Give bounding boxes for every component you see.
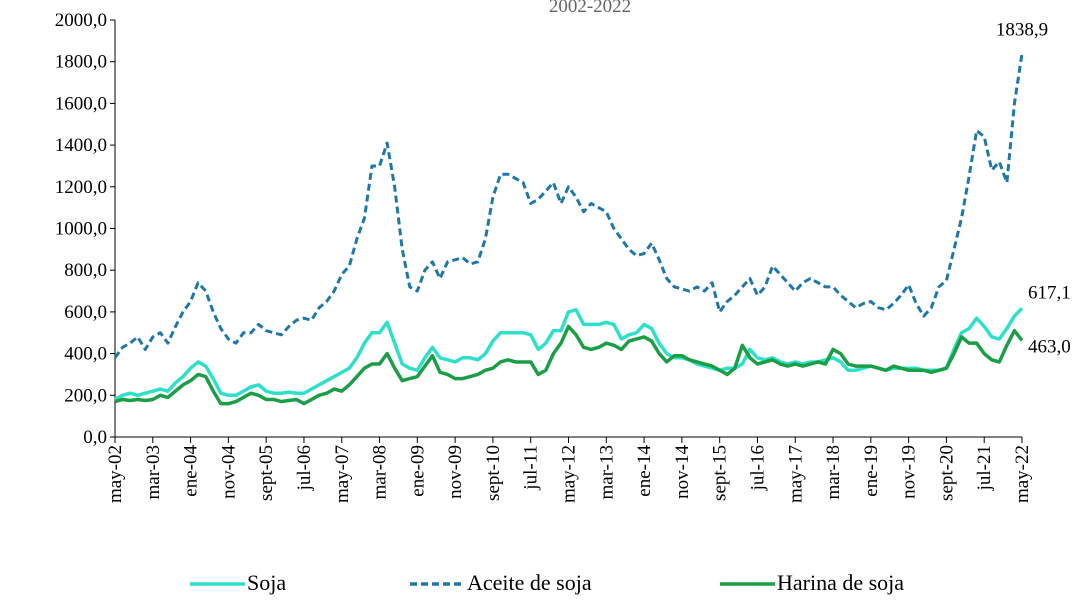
x-tick-label: may-17	[785, 445, 806, 503]
x-tick-label: mar-13	[596, 445, 617, 500]
x-tick-label: jul-11	[521, 445, 542, 491]
x-tick-label: ene-09	[407, 445, 428, 497]
x-tick-label: nov-14	[672, 445, 693, 499]
y-tick-label: 2000,0	[55, 10, 107, 31]
data-label: 1838,9	[996, 20, 1048, 41]
x-tick-label: nov-09	[445, 445, 466, 499]
series-line	[114, 324, 1024, 406]
y-tick-label: 1800,0	[55, 52, 107, 73]
y-tick-label: 600,0	[64, 302, 107, 323]
y-tick-label: 1400,0	[55, 135, 107, 156]
legend-label: Soja	[247, 570, 286, 595]
x-tick-label: jul-16	[747, 445, 768, 491]
series-line	[114, 307, 1024, 402]
x-tick-label: mar-18	[823, 445, 844, 500]
x-tick-label: ene-04	[181, 445, 202, 497]
series-line	[113, 53, 1024, 359]
x-tick-label: jul-21	[974, 445, 995, 491]
x-tick-label: sept-05	[256, 445, 277, 501]
x-tick-label: mar-08	[370, 445, 391, 500]
y-tick-label: 1000,0	[55, 219, 107, 240]
x-tick-label: ene-14	[634, 445, 655, 497]
x-tick-label: may-12	[559, 445, 580, 503]
data-label: 617,1	[1028, 282, 1071, 303]
legend-label: Aceite de soja	[467, 570, 592, 595]
legend-label: Harina de soja	[777, 570, 904, 595]
x-tick-label: sept-15	[710, 445, 731, 501]
x-tick-label: may-22	[1012, 445, 1033, 503]
data-label: 463,0	[1028, 336, 1071, 357]
y-tick-label: 1200,0	[55, 177, 107, 198]
y-tick-label: 1600,0	[55, 93, 107, 114]
x-tick-label: sept-20	[936, 445, 957, 501]
x-tick-label: may-07	[332, 445, 353, 503]
y-tick-label: 800,0	[64, 260, 107, 281]
y-tick-label: 200,0	[64, 385, 107, 406]
x-tick-label: ene-19	[861, 445, 882, 497]
x-tick-label: jul-06	[294, 445, 315, 491]
x-tick-label: nov-19	[899, 445, 920, 499]
chart-subtitle: 2002-2022	[549, 0, 631, 17]
y-tick-label: 400,0	[64, 344, 107, 365]
x-tick-label: mar-03	[143, 445, 164, 500]
x-tick-label: nov-04	[218, 445, 239, 499]
y-tick-label: 0,0	[83, 427, 107, 448]
x-tick-label: may-02	[105, 445, 126, 503]
x-tick-label: sept-10	[483, 445, 504, 501]
